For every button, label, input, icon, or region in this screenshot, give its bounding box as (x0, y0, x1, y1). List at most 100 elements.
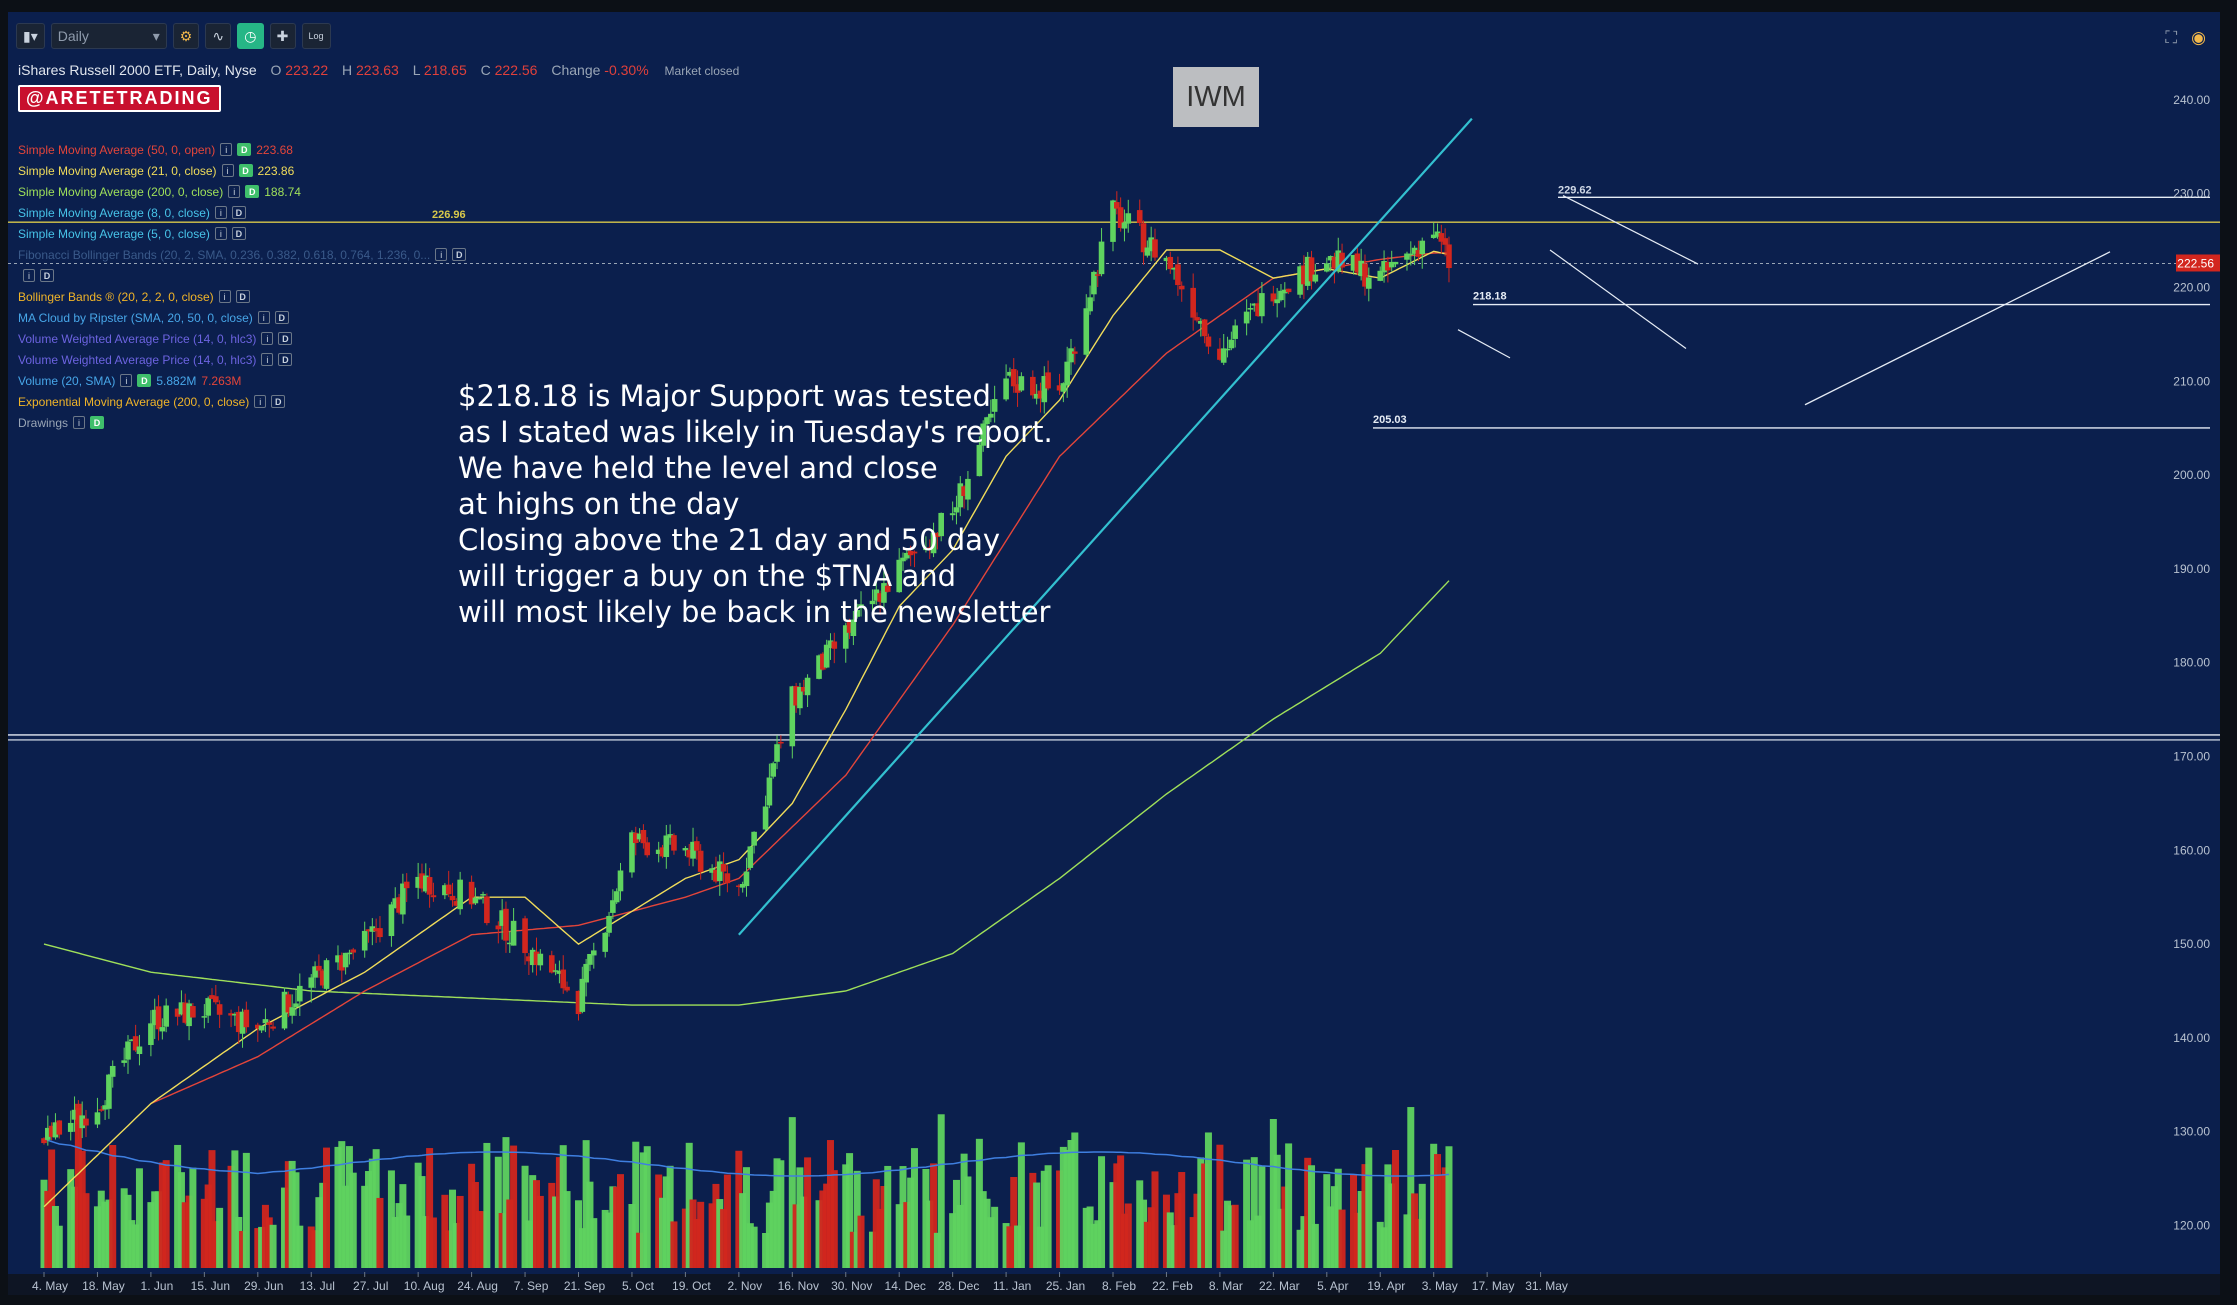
study-row[interactable]: Simple Moving Average (50, 0, open) i D 223… (18, 139, 466, 160)
study-flag[interactable]: D (274, 311, 289, 324)
volume-bar (815, 1200, 823, 1268)
volume-bar (1231, 1204, 1239, 1268)
volume-bar (792, 1204, 800, 1268)
info-icon[interactable]: i (214, 227, 227, 240)
volume-bar (979, 1191, 987, 1268)
volume-bar (662, 1176, 670, 1268)
last-price-label: 222.56 (2177, 256, 2214, 270)
study-flag[interactable]: D (231, 206, 246, 219)
candle-body (583, 963, 589, 983)
volume-bar (1124, 1203, 1132, 1268)
candle-body (896, 559, 902, 593)
study-flag[interactable]: D (90, 416, 105, 429)
candle-body (1068, 348, 1074, 363)
volume-bar (1143, 1221, 1151, 1268)
volume-bar (189, 1167, 197, 1268)
info-icon[interactable]: i (220, 143, 233, 156)
study-value: 223.68 (256, 142, 293, 157)
info-icon[interactable]: i (120, 374, 133, 387)
volume-bar (857, 1215, 865, 1268)
study-flag[interactable]: D (245, 185, 260, 198)
price-chart[interactable]: 229.62 226.96 218.18 205.03 240.00 230.00 220.… (8, 12, 2220, 1295)
interval-label: Daily (57, 28, 89, 44)
volume-bar (311, 1230, 319, 1268)
volume-bar (1392, 1149, 1400, 1268)
study-flag[interactable]: D (278, 353, 293, 366)
info-icon[interactable]: i (261, 332, 274, 345)
study-row[interactable]: Simple Moving Average (8, 0, close) i D (18, 202, 466, 223)
volume-bar (1277, 1208, 1285, 1268)
candle-body (71, 1109, 78, 1120)
info-icon[interactable]: i (261, 353, 274, 366)
volume-sma-line (43, 1138, 1450, 1177)
study-flag[interactable]: D (238, 164, 253, 177)
volume-bar (1014, 1225, 1022, 1268)
study-row[interactable]: Simple Moving Average (5, 0, close) i D (18, 223, 466, 244)
study-row[interactable]: Simple Moving Average (200, 0, close) i D 1… (18, 181, 466, 202)
study-label: Simple Moving Average (5, 0, close) (18, 226, 210, 241)
info-icon[interactable]: i (73, 416, 86, 429)
study-label: Volume Weighted Average Price (14, 0, hl… (18, 352, 257, 367)
info-icon[interactable]: i (435, 248, 448, 261)
gear-icon[interactable]: ⚙ (172, 23, 200, 49)
study-row[interactable]: Drawings i D (18, 412, 466, 433)
flag-line (1562, 195, 1699, 265)
candle-body (289, 1007, 295, 1016)
study-row[interactable]: Fibonacci Bollinger Bands (20, 2, SMA, 0… (18, 244, 467, 265)
candle-body (308, 977, 315, 988)
study-flag[interactable]: D (452, 248, 467, 261)
study-flag[interactable]: D (278, 332, 293, 345)
study-row[interactable]: Volume Weighted Average Price (14, 0, hl… (18, 328, 466, 349)
info-icon[interactable]: i (228, 185, 241, 198)
volume-bar (1311, 1223, 1319, 1268)
volume-bar (777, 1160, 785, 1268)
note-line: as I stated was likely in Tuesday's repo… (458, 415, 1053, 449)
study-row[interactable]: Volume (20, SMA) i D 5.882M 7.263M (18, 370, 466, 391)
log-icon[interactable]: Log (301, 23, 331, 49)
volume-bar (658, 1197, 666, 1268)
study-row[interactable]: Volume Weighted Average Price (14, 0, hl… (18, 349, 466, 370)
study-row[interactable]: Bollinger Bands ® (20, 2, 2, 0, close) i D (18, 286, 466, 307)
candle-body (1259, 293, 1265, 317)
candle-body (797, 687, 803, 709)
study-flag[interactable]: D (231, 227, 246, 240)
fullscreen-icon[interactable]: ⛶ (2165, 28, 2178, 47)
study-flag[interactable]: D (137, 374, 152, 387)
info-icon[interactable]: i (254, 395, 267, 408)
study-row[interactable]: Exponential Moving Average (200, 0, clos… (18, 391, 466, 412)
info-icon[interactable]: i (214, 206, 227, 219)
info-icon[interactable]: i (23, 269, 35, 282)
chart-panel[interactable]: 229.62 226.96 218.18 205.03 240.00 230.00 220.… (8, 12, 2220, 1295)
study-flag[interactable]: D (237, 143, 252, 156)
x-tick-label: 1. Jun (141, 1279, 174, 1293)
clock-icon[interactable]: ◷ (237, 23, 264, 49)
volume-bar (578, 1228, 586, 1268)
volume-bar (414, 1162, 422, 1268)
interval-select[interactable]: Daily ▾ (50, 23, 167, 49)
candle-body (1251, 303, 1258, 306)
crosshair-icon[interactable]: ✚ (269, 23, 296, 49)
study-row[interactable]: Simple Moving Average (21, 0, close) i D 22… (18, 160, 466, 181)
candle-body (1339, 252, 1345, 268)
study-icon[interactable]: ∿ (205, 23, 232, 49)
study-flag[interactable]: D (271, 395, 286, 408)
candle-body (846, 621, 853, 633)
info-icon[interactable]: i (257, 311, 270, 324)
info-icon[interactable]: i (221, 164, 234, 177)
candle-body (415, 876, 421, 888)
study-flag[interactable]: D (235, 290, 250, 303)
study-row[interactable]: MA Cloud by Ripster (SMA, 20, 50, 0, clo… (18, 307, 466, 328)
info-icon[interactable]: i (218, 290, 231, 303)
volume-bar (735, 1150, 743, 1268)
x-axis-band (8, 1274, 2220, 1295)
volume-bar (120, 1188, 128, 1268)
candles-icon[interactable]: ▮▾ (16, 23, 45, 49)
camera-icon[interactable]: ◉ (2191, 28, 2206, 47)
candle-body (388, 904, 395, 937)
candle-body (739, 883, 746, 888)
candle-body (709, 868, 715, 873)
study-flag[interactable]: D (40, 269, 54, 282)
volume-bar (1430, 1143, 1438, 1268)
candle-body (422, 875, 429, 892)
